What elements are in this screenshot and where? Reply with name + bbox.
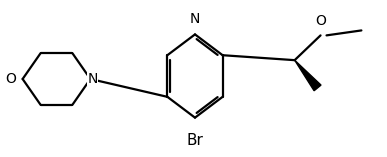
Text: Br: Br bbox=[187, 133, 204, 148]
Text: O: O bbox=[315, 14, 326, 28]
Polygon shape bbox=[295, 60, 321, 91]
Text: O: O bbox=[5, 72, 15, 86]
Text: N: N bbox=[87, 72, 98, 86]
Text: N: N bbox=[190, 12, 200, 27]
